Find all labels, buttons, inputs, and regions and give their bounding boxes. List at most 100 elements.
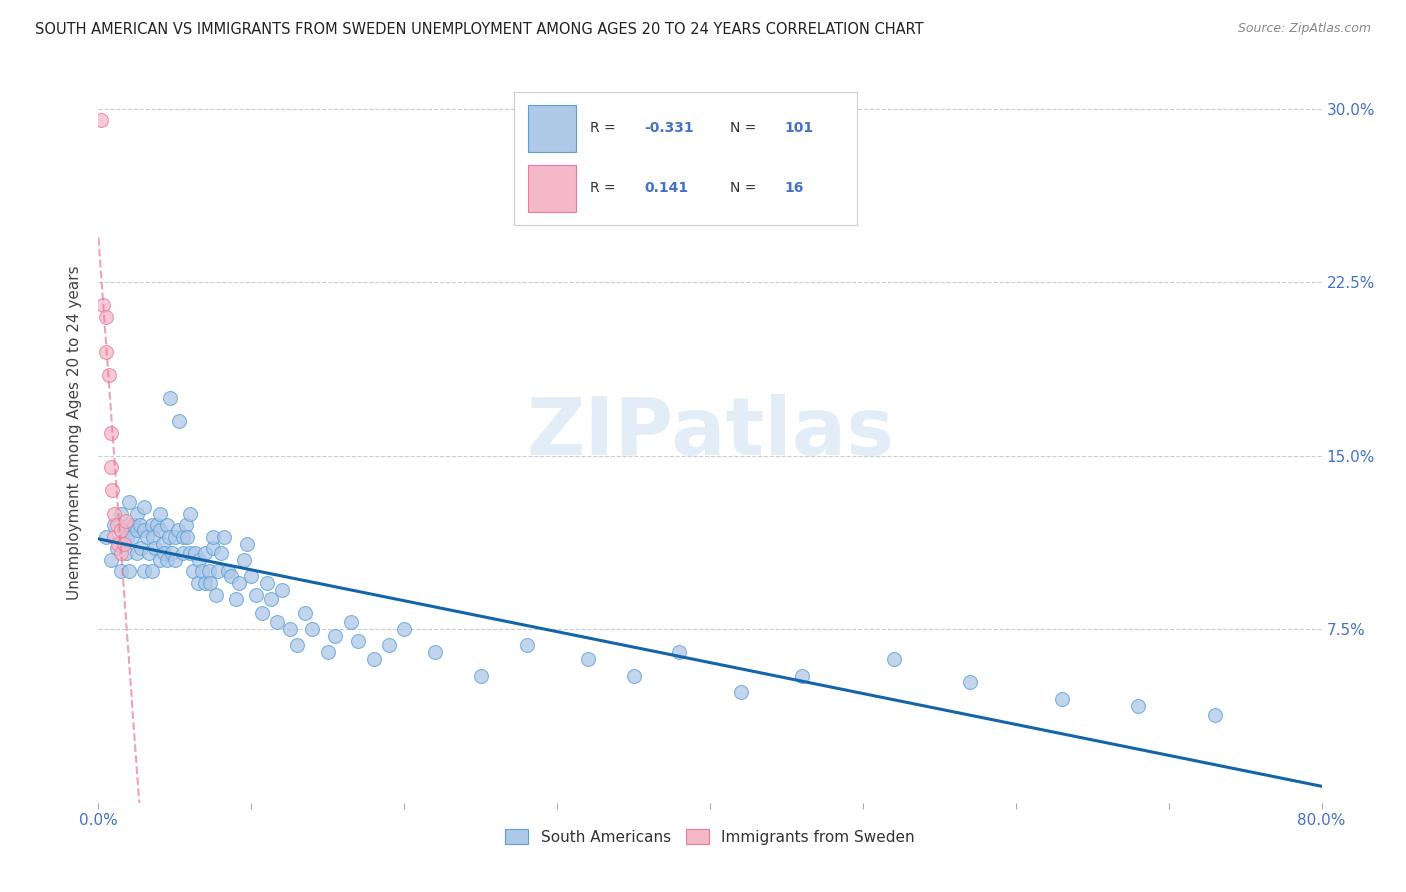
Point bbox=[118, 565, 141, 579]
Point bbox=[285, 639, 308, 653]
Point bbox=[112, 523, 135, 537]
Point bbox=[100, 425, 122, 440]
Point bbox=[118, 518, 141, 533]
Point bbox=[202, 541, 225, 556]
Point bbox=[172, 530, 194, 544]
Point bbox=[141, 565, 163, 579]
Point bbox=[110, 546, 132, 560]
Point bbox=[202, 530, 225, 544]
Point bbox=[1204, 707, 1226, 722]
Point bbox=[149, 523, 172, 537]
Point bbox=[205, 588, 228, 602]
Point bbox=[188, 553, 211, 567]
Point bbox=[94, 344, 117, 359]
Point bbox=[301, 622, 323, 636]
Point bbox=[179, 546, 201, 560]
Point bbox=[217, 565, 239, 579]
Point bbox=[90, 113, 112, 128]
Point bbox=[167, 523, 190, 537]
Point bbox=[129, 541, 152, 556]
Point bbox=[125, 523, 148, 537]
Point bbox=[112, 536, 135, 550]
Text: ZIPatlas: ZIPatlas bbox=[526, 393, 894, 472]
Point bbox=[160, 546, 183, 560]
Point bbox=[91, 298, 114, 312]
Point bbox=[730, 685, 752, 699]
Point bbox=[266, 615, 288, 630]
Point bbox=[179, 507, 201, 521]
Point bbox=[225, 592, 247, 607]
Point bbox=[347, 633, 370, 648]
Point bbox=[94, 530, 117, 544]
Point bbox=[194, 576, 217, 591]
Point bbox=[117, 530, 139, 544]
Point bbox=[181, 565, 204, 579]
Point bbox=[134, 500, 156, 514]
Point bbox=[118, 495, 141, 509]
Point bbox=[228, 576, 250, 591]
Point bbox=[152, 536, 174, 550]
Point bbox=[115, 514, 138, 528]
Point bbox=[174, 518, 197, 533]
Point bbox=[157, 530, 180, 544]
Point bbox=[576, 652, 599, 666]
Point bbox=[141, 518, 163, 533]
Point bbox=[240, 569, 263, 583]
Point bbox=[110, 565, 132, 579]
Y-axis label: Unemployment Among Ages 20 to 24 years: Unemployment Among Ages 20 to 24 years bbox=[67, 265, 83, 600]
Point bbox=[339, 615, 361, 630]
Point bbox=[278, 622, 301, 636]
Point bbox=[325, 629, 347, 643]
Point bbox=[423, 645, 446, 659]
Point bbox=[235, 536, 257, 550]
Point bbox=[470, 668, 492, 682]
Legend: South Americans, Immigrants from Sweden: South Americans, Immigrants from Sweden bbox=[499, 822, 921, 851]
Point bbox=[668, 645, 690, 659]
Point bbox=[209, 546, 232, 560]
Point bbox=[149, 553, 172, 567]
Point bbox=[128, 518, 150, 533]
Point bbox=[153, 546, 176, 560]
Point bbox=[110, 523, 132, 537]
Point bbox=[1128, 698, 1150, 713]
Point bbox=[142, 530, 165, 544]
Point bbox=[100, 553, 122, 567]
Point bbox=[959, 675, 981, 690]
Point bbox=[176, 530, 198, 544]
Point bbox=[623, 668, 645, 682]
Point bbox=[260, 592, 283, 607]
Point bbox=[125, 546, 148, 560]
Point bbox=[163, 530, 186, 544]
Point bbox=[136, 530, 159, 544]
Point bbox=[245, 588, 267, 602]
Point bbox=[125, 507, 148, 521]
Point bbox=[110, 507, 132, 521]
Point bbox=[98, 368, 121, 382]
Point bbox=[143, 541, 166, 556]
Point bbox=[134, 565, 156, 579]
Point bbox=[378, 639, 401, 653]
Point bbox=[107, 536, 129, 550]
Point bbox=[149, 507, 172, 521]
Point bbox=[103, 518, 125, 533]
Point bbox=[191, 565, 214, 579]
Point bbox=[883, 652, 905, 666]
Point bbox=[232, 553, 254, 567]
Point bbox=[790, 668, 813, 682]
Point bbox=[115, 546, 138, 560]
Point bbox=[105, 541, 128, 556]
Point bbox=[172, 546, 194, 560]
Point bbox=[212, 530, 235, 544]
Point bbox=[145, 518, 167, 533]
Point bbox=[197, 565, 219, 579]
Point bbox=[103, 530, 125, 544]
Point bbox=[105, 518, 128, 533]
Point bbox=[1050, 691, 1073, 706]
Point bbox=[156, 518, 179, 533]
Point bbox=[169, 414, 191, 428]
Point bbox=[316, 645, 339, 659]
Point bbox=[163, 553, 186, 567]
Text: Source: ZipAtlas.com: Source: ZipAtlas.com bbox=[1237, 22, 1371, 36]
Point bbox=[207, 565, 229, 579]
Point bbox=[159, 391, 181, 405]
